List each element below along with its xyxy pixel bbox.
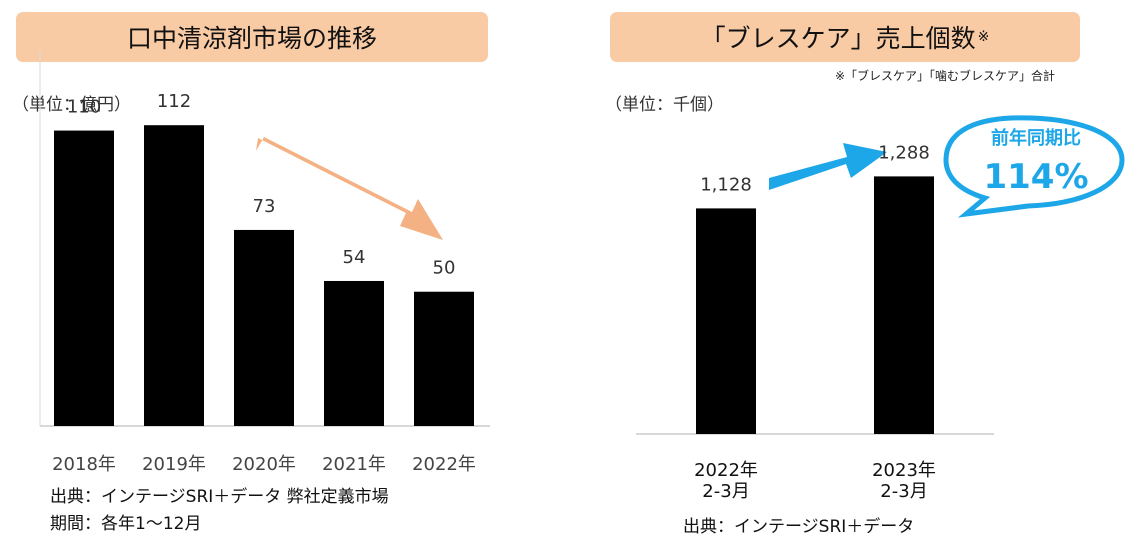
right-category-label: 2-3月 [880, 481, 927, 502]
left-source-line2: 期間：各年1～12月 [50, 514, 202, 534]
right-unit-label: （単位：千個） [605, 95, 724, 115]
left-bar [234, 229, 294, 426]
left-value-label: 112 [157, 91, 191, 112]
left-category-label: 2021年 [322, 454, 386, 475]
right-category-label: 2023年 [872, 460, 936, 481]
left-category-label: 2020年 [232, 454, 296, 475]
uptrend-arrow [769, 143, 887, 190]
right-value-label: 1,288 [878, 142, 930, 163]
left-category-label: 2019年 [142, 454, 206, 475]
yoy-speech-bubble: 前年同期比 114% [943, 115, 1125, 218]
left-value-label: 50 [433, 258, 456, 279]
right-title-mark: ※ [977, 29, 990, 45]
downtrend-arrow [256, 137, 443, 240]
left-category-label: 2018年 [52, 454, 116, 475]
left-value-label: 73 [253, 196, 276, 217]
left-chart-title: 口中清涼剤市場の推移 [16, 12, 488, 62]
left-bar [414, 291, 474, 426]
right-bar [696, 208, 756, 434]
right-chart-title: 「ブレスケア」売上個数 ※ [610, 12, 1080, 62]
left-value-label: 54 [343, 247, 366, 268]
bubble-value: 114% [983, 157, 1088, 197]
right-footnote: ※「ブレスケア」「噛むブレスケア」合計 [835, 69, 1056, 83]
left-bar [54, 130, 114, 427]
left-category-label: 2022年 [412, 454, 476, 475]
bubble-label: 前年同期比 [991, 127, 1081, 149]
left-source: 出典：インテージSRI＋データ 弊社定義市場 期間：各年1～12月 [50, 484, 389, 538]
left-value-label: 110 [67, 97, 101, 118]
right-category-label: 2022年 [694, 460, 758, 481]
left-chart-title-text: 口中清涼剤市場の推移 [126, 24, 377, 53]
right-value-label: 1,128 [700, 174, 752, 195]
right-bar [874, 176, 934, 434]
right-source: 出典：インテージSRI＋データ [683, 517, 915, 537]
right-chart-title-text: 「ブレスケア」売上個数 [700, 24, 976, 53]
left-unit-label: （単位：億円） [12, 95, 131, 115]
right-category-label: 2-3月 [702, 481, 749, 502]
left-bar-chart: 110 2018年 112 2019年 73 2020年 54 2021年 50 2022年 [39, 50, 490, 475]
left-bar [144, 125, 204, 426]
left-source-line1: 出典：インテージSRI＋データ 弊社定義市場 [50, 487, 389, 507]
left-bar [324, 280, 384, 426]
